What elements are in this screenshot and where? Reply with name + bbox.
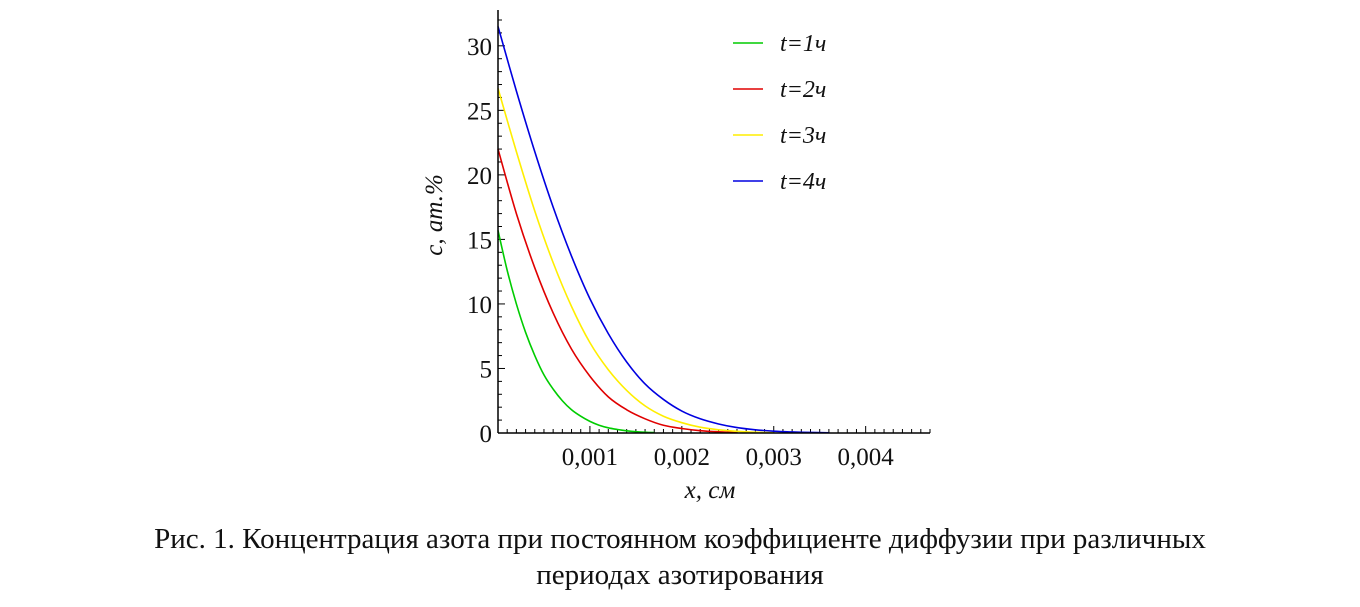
y-tick-label: 10: [467, 292, 492, 319]
series-line-3: [497, 88, 774, 434]
figure-caption-line-1: Рис. 1. Концентрация азота при постоянно…: [154, 523, 1206, 555]
y-tick-label: 20: [467, 163, 492, 190]
figure-caption-line-2: периодах азотирования: [536, 559, 824, 591]
y-tick-label: 5: [480, 356, 493, 383]
x-tick-label: 0,004: [838, 444, 895, 471]
x-tick-label: 0,002: [654, 444, 710, 471]
series-layer: [497, 26, 829, 434]
legend-label-1: t=1ч: [780, 31, 826, 57]
series-line-2: [497, 148, 738, 434]
y-tick-label: 30: [467, 34, 492, 61]
legend-label-4: t=4ч: [780, 169, 826, 195]
y-tick-label: 25: [467, 98, 492, 125]
y-axis-label: c, ат.%: [421, 174, 448, 256]
legend-label-2: t=2ч: [780, 77, 826, 103]
legend-label-3: t=3ч: [780, 123, 826, 149]
y-tick-label: 15: [467, 227, 492, 254]
axis-ticks: [497, 19, 931, 434]
series-line-4: [497, 26, 829, 434]
x-axis-label: x, см: [684, 477, 736, 504]
x-tick-label: 0,001: [562, 444, 618, 471]
y-tick-label: 0: [480, 421, 493, 448]
legend: t=1ч t=2ч t=3ч t=4ч: [733, 31, 826, 195]
series-line-1: [497, 230, 655, 434]
x-tick-label: 0,003: [746, 444, 802, 471]
tick-labels: 0 5 10 15 20 25 30 0,001 0,002 0,003 0,004: [467, 34, 894, 471]
